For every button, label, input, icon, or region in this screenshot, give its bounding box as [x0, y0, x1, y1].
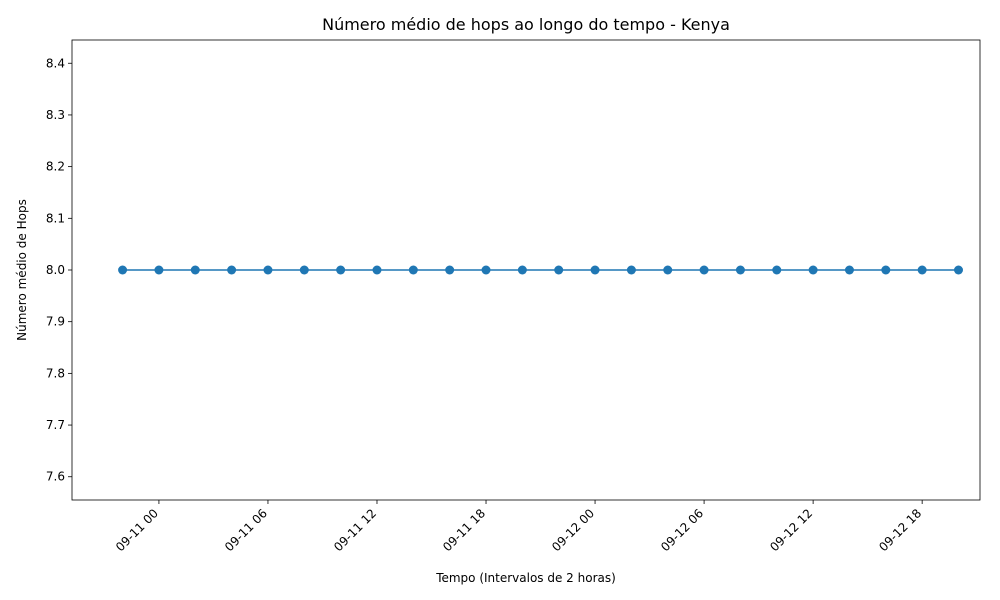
data-point — [517, 265, 527, 275]
x-tick-label: 09-11 00 — [113, 506, 161, 554]
data-point — [408, 265, 418, 275]
y-tick-label: 8.1 — [46, 211, 65, 225]
x-axis-label: Tempo (Intervalos de 2 horas) — [435, 571, 616, 585]
data-point — [154, 265, 164, 275]
data-point — [118, 265, 128, 275]
data-point — [481, 265, 491, 275]
data-point — [953, 265, 963, 275]
y-axis-label: Número médio de Hops — [15, 199, 29, 341]
data-point — [445, 265, 455, 275]
data-point — [808, 265, 818, 275]
data-point — [336, 265, 346, 275]
data-point — [699, 265, 709, 275]
x-tick-label: 09-11 12 — [331, 506, 379, 554]
y-tick-label: 7.9 — [46, 315, 65, 329]
x-axis: 09-11 00 09-11 06 09-11 12 09-11 18 09-12 00… — [113, 500, 924, 554]
data-point — [590, 265, 600, 275]
x-tick-label: 09-12 06 — [658, 506, 706, 554]
data-point — [917, 265, 927, 275]
x-tick-label: 09-12 00 — [549, 506, 597, 554]
chart-title: Número médio de hops ao longo do tempo -… — [322, 15, 730, 34]
data-point — [372, 265, 382, 275]
x-tick-label: 09-12 18 — [876, 506, 924, 554]
y-tick-label: 7.8 — [46, 366, 65, 380]
data-point — [554, 265, 564, 275]
y-axis: 7.6 7.7 7.8 7.9 8.0 8.1 8.2 8.3 8.4 — [46, 56, 72, 484]
data-point — [626, 265, 636, 275]
x-tick-label: 09-12 12 — [767, 506, 815, 554]
y-tick-label: 7.6 — [46, 470, 65, 484]
y-tick-label: 8.4 — [46, 56, 65, 70]
data-point — [190, 265, 200, 275]
x-tick-label: 09-11 18 — [440, 506, 488, 554]
data-point — [263, 265, 273, 275]
data-point — [772, 265, 782, 275]
y-tick-label: 8.3 — [46, 108, 65, 122]
y-tick-label: 8.0 — [46, 263, 65, 277]
data-point — [299, 265, 309, 275]
data-point — [844, 265, 854, 275]
data-point — [663, 265, 673, 275]
x-tick-label: 09-11 06 — [222, 506, 270, 554]
data-point — [227, 265, 237, 275]
data-point — [735, 265, 745, 275]
plot-area — [71, 39, 981, 501]
y-tick-label: 7.7 — [46, 418, 65, 432]
data-point — [881, 265, 891, 275]
y-tick-label: 8.2 — [46, 160, 65, 174]
